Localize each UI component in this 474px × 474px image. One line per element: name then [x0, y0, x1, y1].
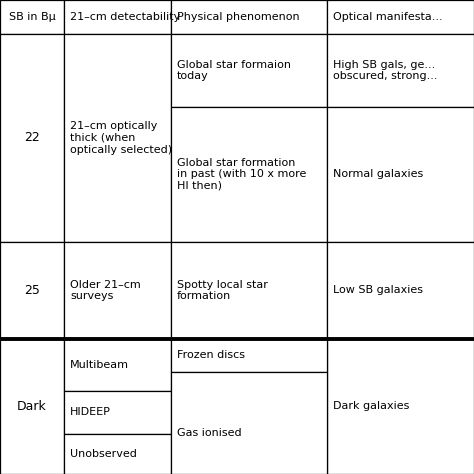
- Text: 22: 22: [24, 131, 40, 145]
- Text: Low SB galaxies: Low SB galaxies: [333, 285, 423, 295]
- Bar: [171, 242, 327, 339]
- Bar: [327, 242, 474, 339]
- Text: SB in Bμ: SB in Bμ: [9, 12, 55, 22]
- Bar: [0, 242, 64, 339]
- Text: High SB gals, ge...
obscured, strong...: High SB gals, ge... obscured, strong...: [333, 60, 438, 81]
- Bar: [171, 372, 327, 474]
- Text: Unobserved: Unobserved: [70, 449, 137, 459]
- Text: Dark galaxies: Dark galaxies: [333, 401, 410, 411]
- Text: Spotty local star
formation: Spotty local star formation: [177, 280, 268, 301]
- Text: Gas ionised: Gas ionised: [177, 428, 241, 438]
- Bar: [64, 391, 171, 434]
- Bar: [64, 0, 171, 34]
- Text: 21–cm optically
thick (when
optically selected): 21–cm optically thick (when optically se…: [70, 121, 172, 155]
- Bar: [327, 0, 474, 34]
- Bar: [64, 339, 171, 391]
- Bar: [171, 107, 327, 242]
- Bar: [171, 339, 327, 372]
- Text: Dark: Dark: [17, 400, 47, 413]
- Bar: [327, 107, 474, 242]
- Text: 25: 25: [24, 284, 40, 297]
- Bar: [64, 34, 171, 242]
- Text: 21–cm detectability: 21–cm detectability: [70, 12, 181, 22]
- Bar: [64, 242, 171, 339]
- Text: HIDEEP: HIDEEP: [70, 407, 111, 418]
- Bar: [327, 34, 474, 107]
- Text: Optical manifesta...: Optical manifesta...: [333, 12, 443, 22]
- Text: Global star formaion
today: Global star formaion today: [177, 60, 291, 81]
- Bar: [0, 339, 64, 474]
- Bar: [327, 339, 474, 474]
- Bar: [171, 34, 327, 107]
- Bar: [0, 0, 64, 34]
- Bar: [171, 0, 327, 34]
- Text: Older 21–cm
surveys: Older 21–cm surveys: [70, 280, 141, 301]
- Text: Normal galaxies: Normal galaxies: [333, 169, 423, 179]
- Bar: [0, 34, 64, 242]
- Text: Multibeam: Multibeam: [70, 360, 129, 370]
- Text: Physical phenomenon: Physical phenomenon: [177, 12, 300, 22]
- Text: Global star formation
in past (with 10 x more
HI then): Global star formation in past (with 10 x…: [177, 157, 306, 191]
- Bar: [64, 434, 171, 474]
- Text: Frozen discs: Frozen discs: [177, 350, 245, 361]
